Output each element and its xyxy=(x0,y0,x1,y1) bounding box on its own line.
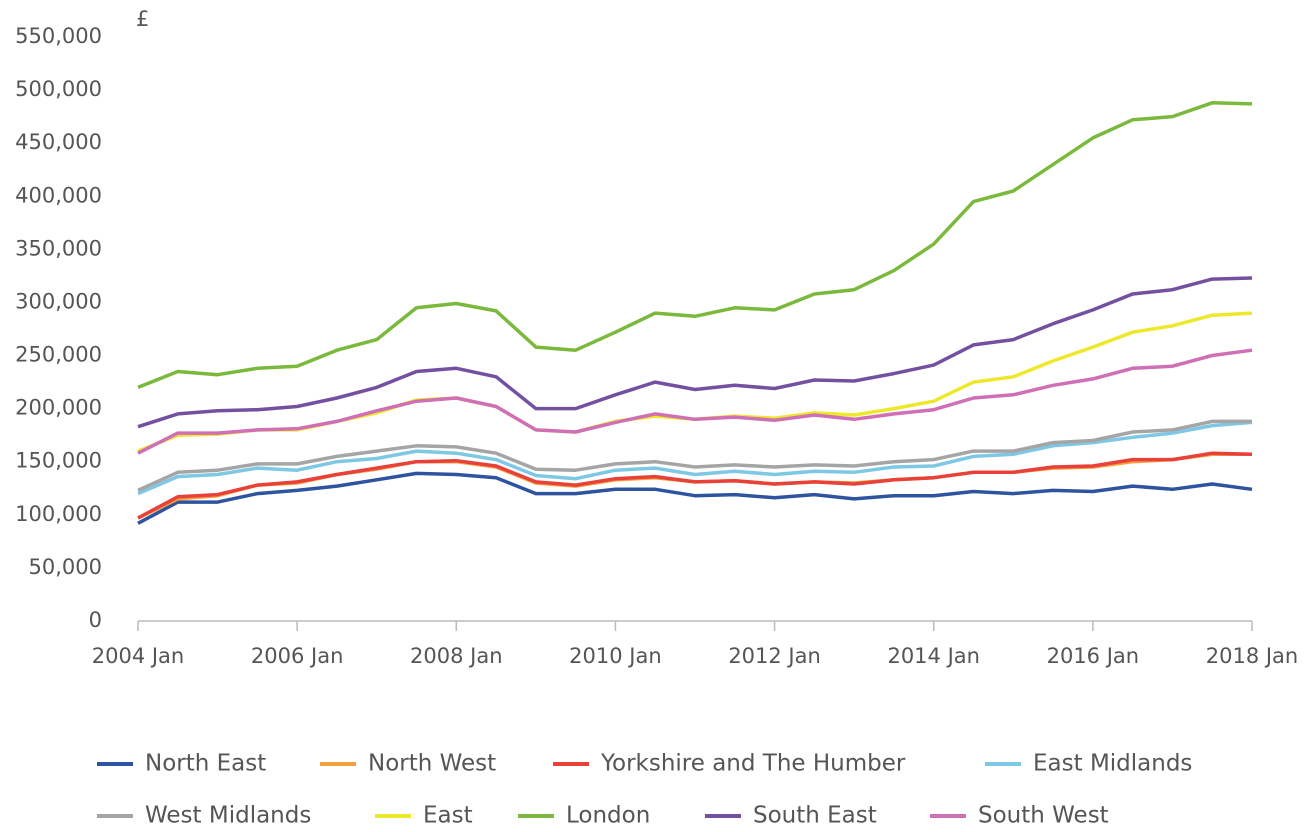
y-tick-label: 450,000 xyxy=(15,130,102,154)
y-tick-label: 0 xyxy=(89,608,102,632)
legend-label: South West xyxy=(978,803,1109,829)
series-line xyxy=(137,451,1253,520)
series-line xyxy=(137,419,1252,492)
y-tick-label: 50,000 xyxy=(29,555,102,579)
legend-label: South East xyxy=(753,803,877,829)
x-tick-label: 2014 Jan xyxy=(887,644,980,668)
legend-label: North West xyxy=(368,751,496,777)
y-tick-label: 150,000 xyxy=(15,449,102,473)
x-tick-label: 2012 Jan xyxy=(728,644,821,668)
x-tick-label: 2016 Jan xyxy=(1047,644,1140,668)
x-tick-label: 2010 Jan xyxy=(569,644,662,668)
y-tick-label: 400,000 xyxy=(15,183,102,207)
legend-label: East Midlands xyxy=(1033,751,1192,777)
series-line xyxy=(137,276,1253,429)
y-unit: £ xyxy=(136,7,149,31)
series-line xyxy=(137,420,1253,496)
series-line xyxy=(137,348,1253,455)
x-tick-label: 2018 Jan xyxy=(1206,644,1299,668)
series-line xyxy=(137,101,1253,390)
x-tick-label: 2008 Jan xyxy=(410,644,503,668)
y-tick-label: 300,000 xyxy=(15,289,102,313)
y-tick-label: 500,000 xyxy=(15,77,102,101)
y-tick-label: 550,000 xyxy=(15,24,102,48)
legend-label: East xyxy=(423,803,473,829)
legend-label: West Midlands xyxy=(145,803,311,829)
series-line xyxy=(137,471,1253,525)
series-line xyxy=(137,311,1253,453)
y-tick-label: 250,000 xyxy=(15,343,102,367)
y-tick-label: 350,000 xyxy=(15,236,102,260)
x-tick-label: 2006 Jan xyxy=(251,644,344,668)
y-tick-label: 100,000 xyxy=(15,502,102,526)
y-tick-label: 200,000 xyxy=(15,396,102,420)
legend-label: Yorkshire and The Humber xyxy=(600,751,906,777)
legend-label: London xyxy=(566,803,650,829)
legend-label: North East xyxy=(145,751,266,777)
x-tick-label: 2004 Jan xyxy=(92,644,185,668)
